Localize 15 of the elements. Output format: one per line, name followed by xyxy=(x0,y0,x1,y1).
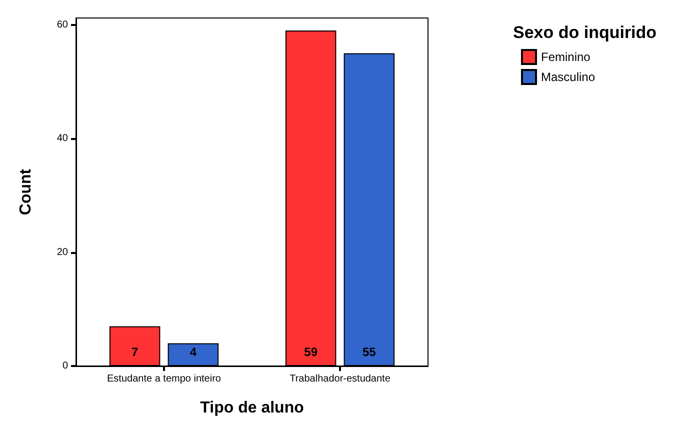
x-tick-label: Trabalhador-estudante xyxy=(290,374,391,384)
y-tick-label: 60 xyxy=(56,19,68,30)
y-tick-label: 40 xyxy=(56,133,68,144)
data-label: 4 xyxy=(190,345,197,359)
y-tick-label: 0 xyxy=(62,360,68,372)
legend-label: Feminino xyxy=(541,50,591,64)
data-label: 59 xyxy=(304,345,318,359)
legend-label: Masculino xyxy=(541,70,596,84)
data-label: 7 xyxy=(131,345,138,359)
legend-title: Sexo do inquirido xyxy=(513,23,657,42)
y-tick-label: 20 xyxy=(56,246,68,258)
y-axis-title: Count xyxy=(18,168,34,216)
x-axis-title: Tipo de aluno xyxy=(200,400,304,416)
x-tick-label: Estudante a tempo inteiro xyxy=(107,374,222,384)
data-label: 55 xyxy=(362,345,376,359)
